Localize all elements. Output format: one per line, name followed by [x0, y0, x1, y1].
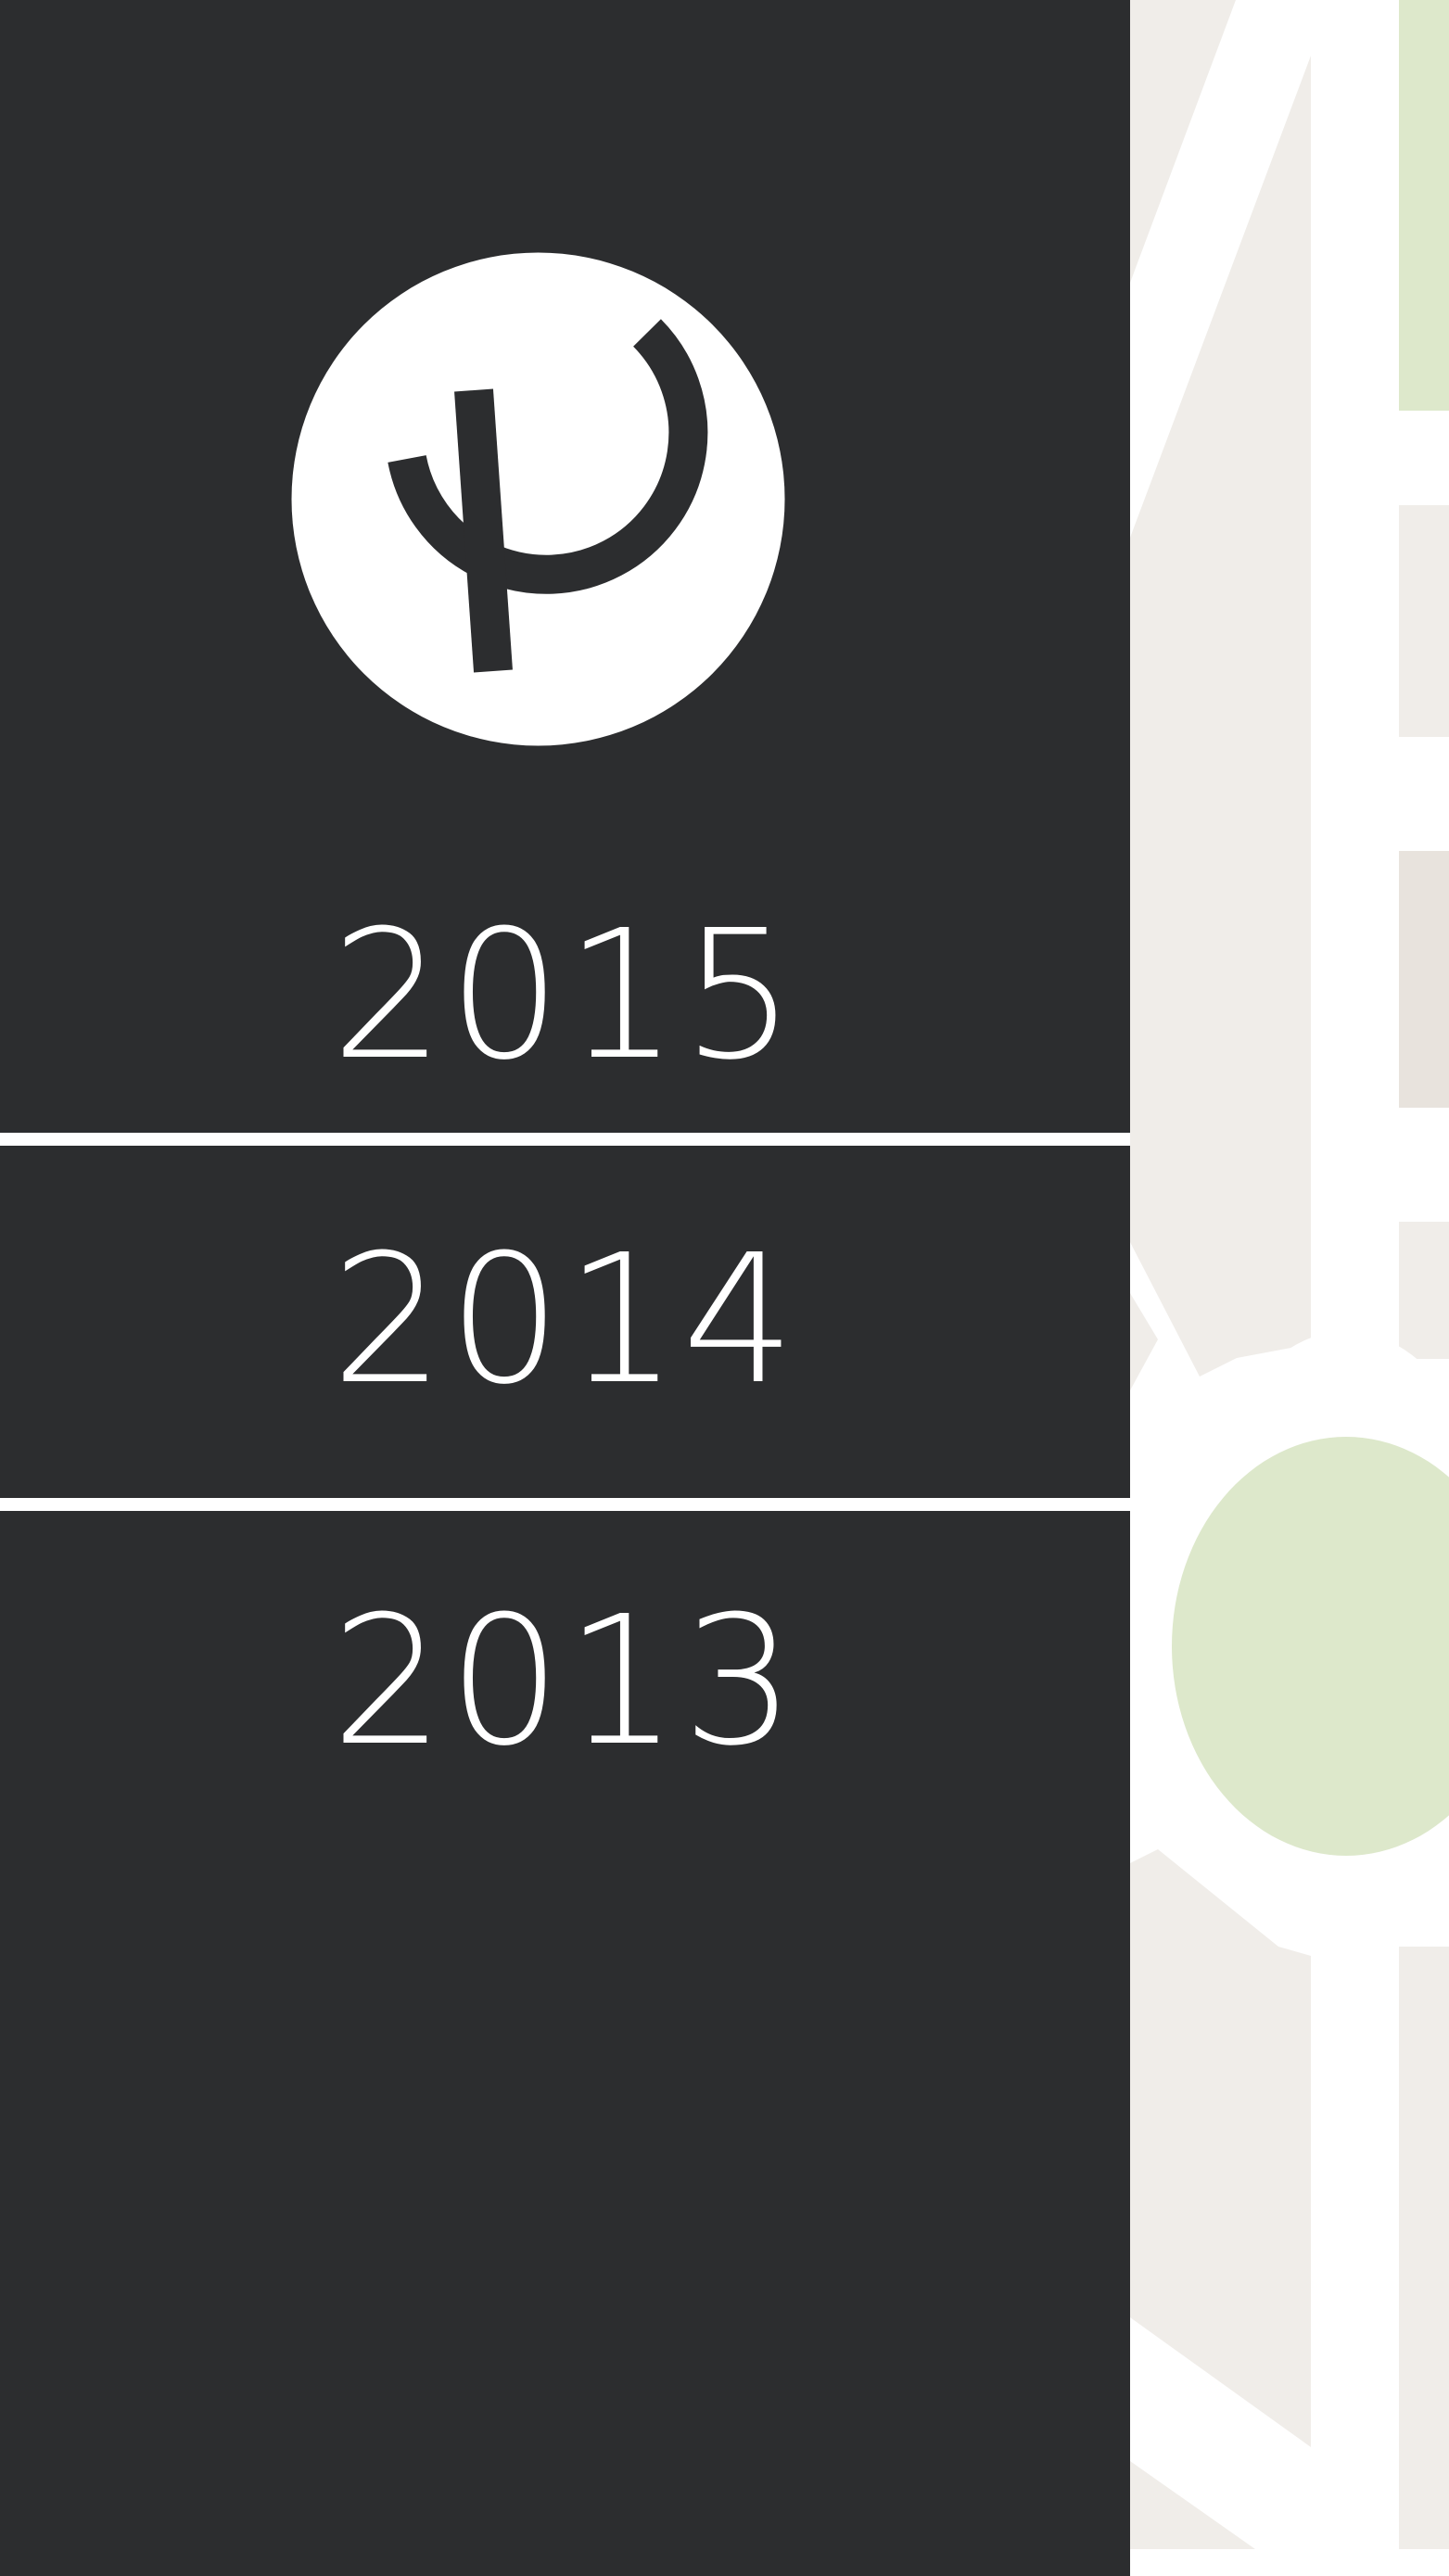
city-block — [1130, 1849, 1311, 2447]
phi-logo-icon[interactable] — [290, 251, 786, 747]
year-label: 2013 — [331, 1579, 799, 1785]
map-view[interactable] — [1130, 0, 1449, 2576]
year-item-2014[interactable]: 2014 — [0, 1146, 1130, 1496]
park-strip — [1399, 0, 1449, 411]
year-item-2013[interactable]: 2013 — [0, 1511, 1130, 1854]
divider — [0, 1133, 1130, 1146]
year-label: 2014 — [331, 1217, 799, 1424]
park-roundabout — [1172, 1437, 1449, 1856]
city-block — [1130, 56, 1311, 1377]
city-block — [1130, 1293, 1158, 1390]
city-block — [1130, 0, 1236, 283]
city-block — [1399, 1947, 1449, 2549]
map-svg — [1130, 0, 1449, 2576]
year-label: 2015 — [331, 893, 799, 1099]
divider — [0, 1498, 1130, 1511]
city-block — [1399, 851, 1449, 1108]
year-item-2015[interactable]: 2015 — [0, 862, 1130, 1131]
year-sidebar: 2015 2014 2013 — [0, 0, 1130, 2576]
city-block — [1399, 505, 1449, 737]
city-block — [1130, 2461, 1255, 2549]
logo-svg — [291, 252, 785, 746]
city-block — [1399, 1222, 1449, 1359]
